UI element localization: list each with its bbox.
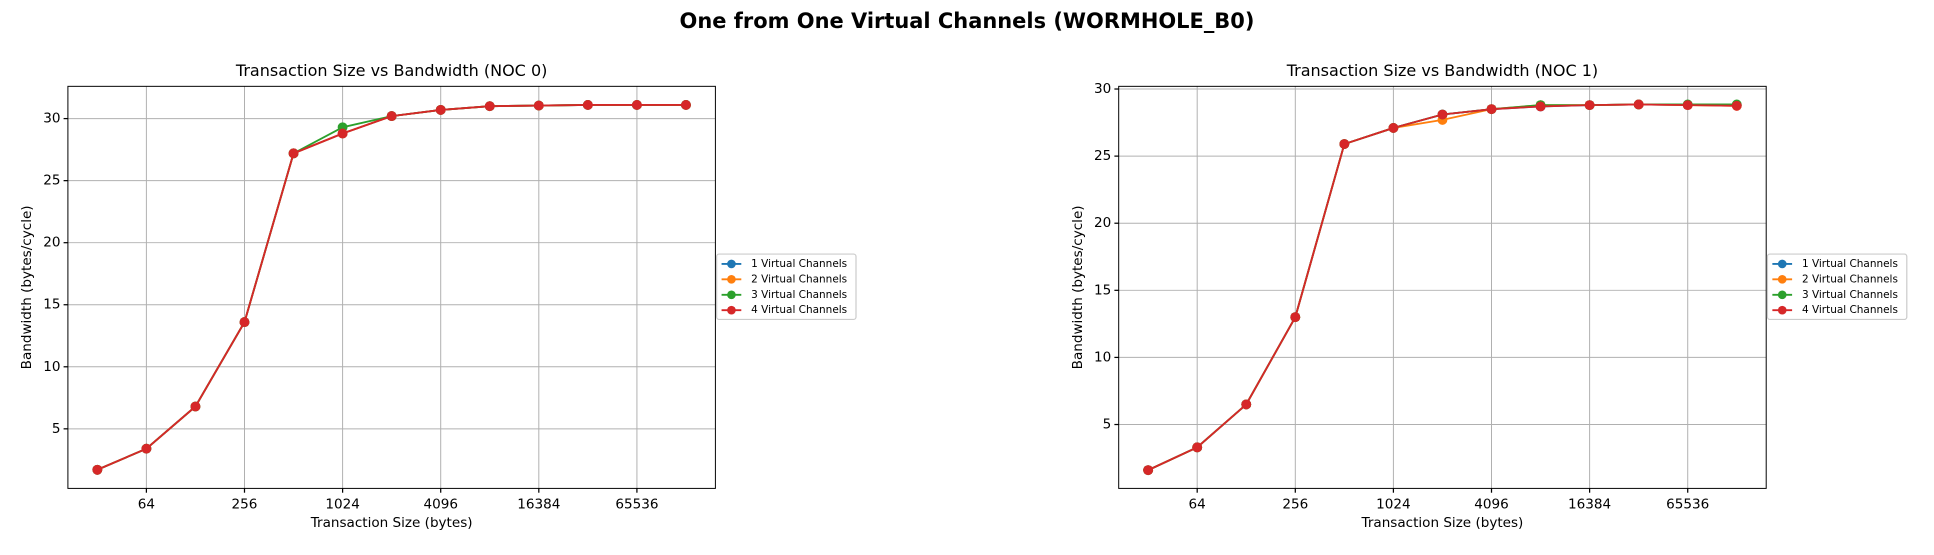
data-point (190, 401, 201, 412)
y-tick-label: 15 (1094, 282, 1111, 298)
x-tick-label: 16384 (517, 496, 560, 512)
legend-marker (1777, 275, 1787, 284)
data-point (533, 100, 544, 111)
data-point (631, 100, 642, 110)
y-tick-label: 25 (1094, 148, 1111, 164)
data-point (1731, 100, 1742, 111)
x-tick-label: 256 (1282, 496, 1308, 512)
data-point (1437, 109, 1448, 120)
data-point (1143, 465, 1154, 476)
legend-marker (1777, 305, 1787, 315)
legend-label: 3 Virtual Channels (1802, 289, 1898, 301)
data-point (681, 100, 691, 110)
legend-box (716, 253, 857, 321)
legend-label: 1 Virtual Channels (751, 258, 847, 270)
legend-box (1766, 253, 1908, 321)
data-point (1584, 100, 1595, 111)
data-point (239, 317, 250, 328)
x-axis-label: Transaction Size (bytes) (1361, 515, 1524, 531)
data-point (141, 443, 152, 454)
y-tick-label: 5 (52, 421, 61, 437)
data-point (386, 111, 397, 122)
legend-marker (1777, 259, 1787, 269)
data-point (1486, 104, 1497, 115)
axes-frame (67, 85, 716, 489)
y-tick-label: 10 (1094, 349, 1111, 365)
x-tick-label: 4096 (1474, 496, 1508, 512)
x-tick-label: 1024 (325, 496, 359, 512)
y-tick-label: 30 (1094, 81, 1111, 97)
data-point (92, 464, 103, 475)
chart-title: Transaction Size vs Bandwidth (NOC 0) (235, 61, 548, 80)
x-tick-label: 4096 (423, 496, 457, 512)
legend-marker (727, 305, 736, 315)
data-point (1192, 442, 1203, 453)
legend-marker (727, 290, 736, 300)
x-tick-label: 64 (138, 496, 155, 512)
legend-label: 3 Virtual Channels (751, 289, 847, 301)
data-point (337, 128, 348, 139)
data-point (582, 100, 593, 110)
y-tick-label: 5 (1103, 417, 1112, 433)
y-tick-label: 20 (43, 235, 60, 251)
x-axis-label: Transaction Size (bytes) (310, 515, 473, 531)
legend-label: 2 Virtual Channels (751, 273, 847, 285)
data-point (288, 148, 299, 159)
y-tick-label: 20 (1094, 215, 1111, 231)
y-tick-label: 30 (43, 111, 60, 127)
y-axis-label: Bandwidth (bytes/cycle) (19, 205, 35, 369)
data-point (484, 101, 495, 112)
legend-label: 2 Virtual Channels (1802, 273, 1898, 285)
chart-title: Transaction Size vs Bandwidth (NOC 1) (1286, 61, 1599, 80)
y-tick-label: 15 (43, 297, 60, 313)
figure-title: One from One Virtual Channels (WORMHOLE_… (680, 9, 1255, 33)
x-tick-label: 16384 (1568, 496, 1611, 512)
x-tick-label: 1024 (1376, 496, 1410, 512)
y-axis-label: Bandwidth (bytes/cycle) (1070, 205, 1086, 369)
legend-marker (727, 275, 736, 284)
legend-label: 4 Virtual Channels (1802, 304, 1898, 316)
legend-label: 1 Virtual Channels (1802, 258, 1898, 270)
x-tick-label: 65536 (615, 496, 658, 512)
x-tick-label: 256 (232, 496, 258, 512)
legend-marker (1777, 290, 1787, 300)
data-point (1339, 139, 1350, 149)
x-tick-label: 64 (1189, 496, 1206, 512)
data-point (1535, 101, 1546, 112)
x-tick-label: 65536 (1666, 496, 1709, 512)
data-point (1290, 312, 1301, 323)
data-point (1241, 399, 1252, 410)
legend-label: 4 Virtual Channels (751, 304, 847, 316)
data-point (1388, 123, 1399, 133)
y-tick-label: 25 (43, 173, 60, 189)
data-point (1633, 99, 1644, 110)
axes-frame (1118, 85, 1767, 489)
data-point (1682, 100, 1693, 111)
y-tick-label: 10 (43, 359, 60, 375)
legend-marker (727, 259, 736, 269)
data-point (435, 104, 446, 115)
